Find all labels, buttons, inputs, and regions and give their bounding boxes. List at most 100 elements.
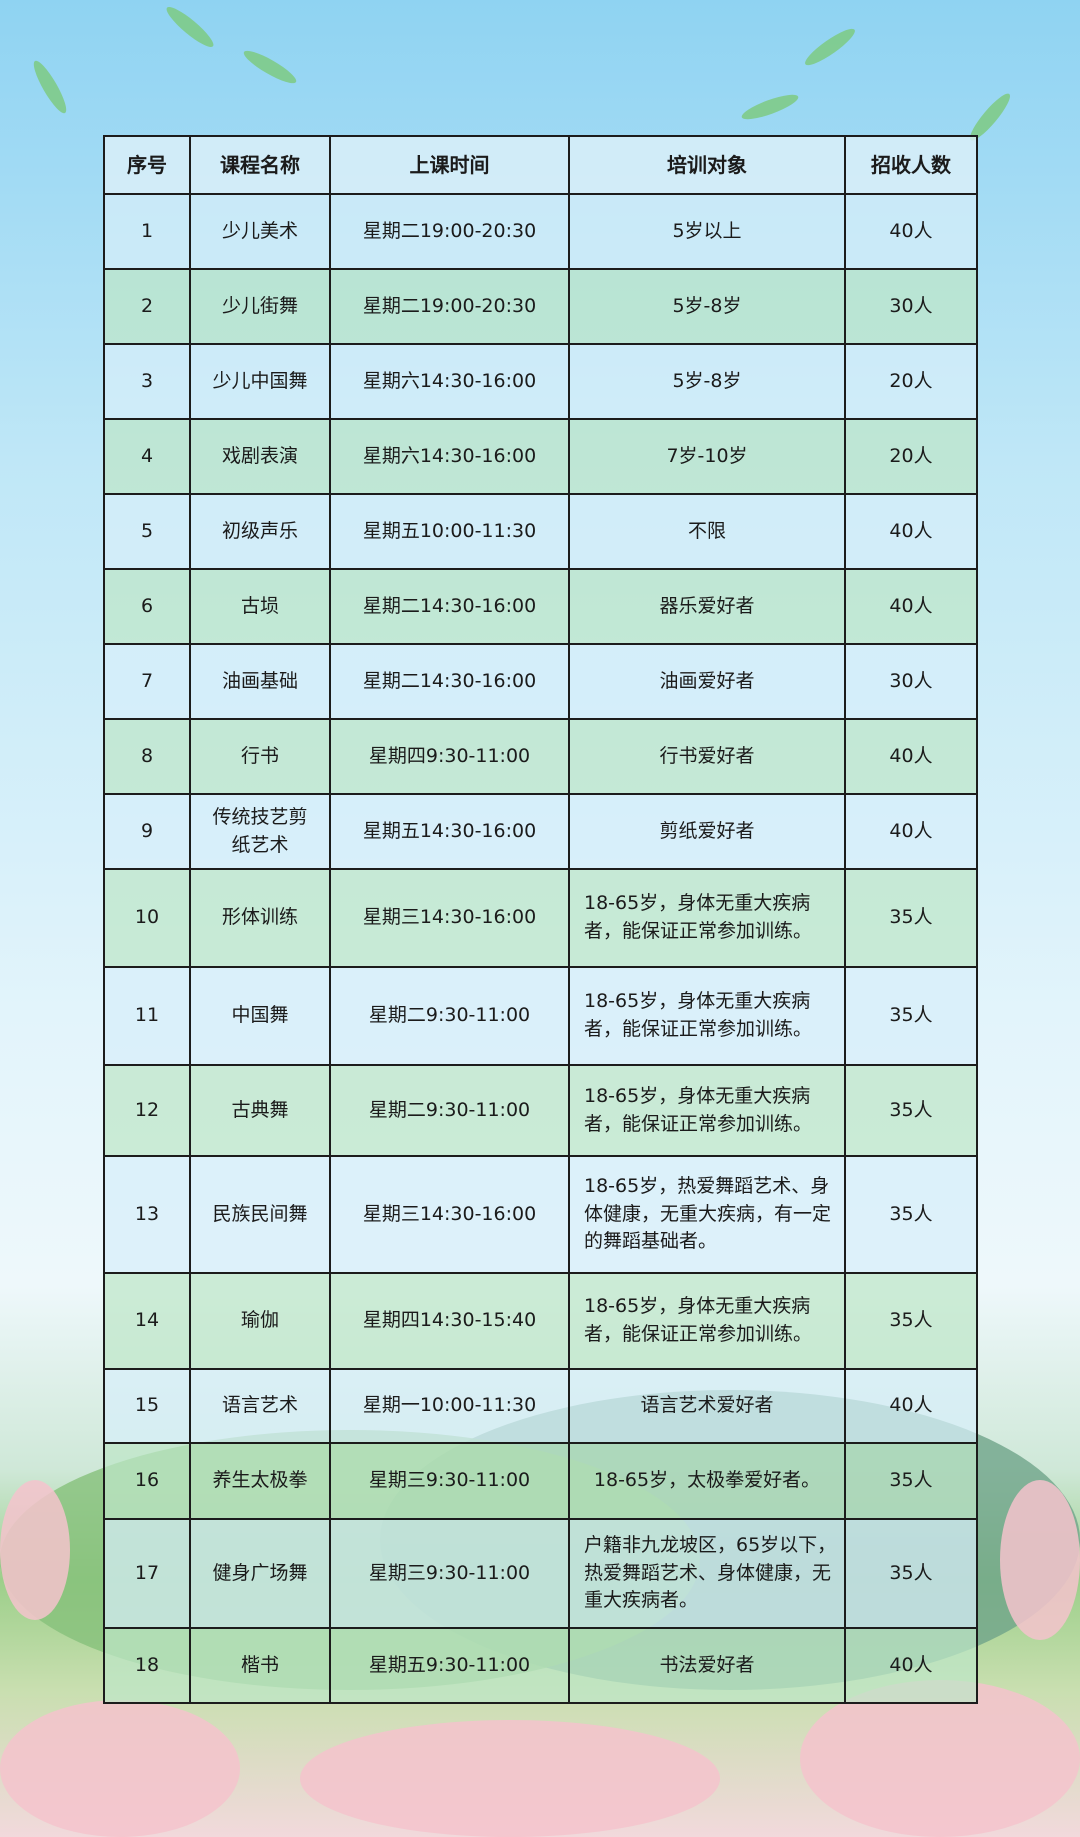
table-row: 14 瑜伽 星期四14:30-15:40 18-65岁，身体无重大疾病者，能保证正常参… (103, 1272, 978, 1370)
cell-course-name: 中国舞 (189, 966, 331, 1066)
cell-no: 2 (103, 268, 191, 345)
course-schedule-table: 序号 课程名称 上课时间 培训对象 招收人数 1 少儿美术 星期二19:00-20:… (103, 135, 978, 1704)
cell-class-time: 星期一10:00-11:30 (329, 1368, 570, 1444)
cell-course-name: 初级声乐 (189, 493, 331, 570)
table-row: 1 少儿美术 星期二19:00-20:30 5岁以上 40人 (103, 193, 978, 270)
cell-count: 35人 (844, 1442, 978, 1520)
cell-count: 40人 (844, 1627, 978, 1704)
blossom (1000, 1480, 1080, 1640)
table-row: 3 少儿中国舞 星期六14:30-16:00 5岁-8岁 20人 (103, 343, 978, 420)
cell-course-name: 瑜伽 (189, 1272, 331, 1370)
cell-course-name: 传统技艺剪纸艺术 (189, 793, 331, 870)
cell-course-name: 古埙 (189, 568, 331, 645)
cell-target: 剪纸爱好者 (568, 793, 846, 870)
cell-count: 40人 (844, 493, 978, 570)
cell-class-time: 星期五9:30-11:00 (329, 1627, 570, 1704)
table-row: 18 楷书 星期五9:30-11:00 书法爱好者 40人 (103, 1627, 978, 1704)
cell-target: 语言艺术爱好者 (568, 1368, 846, 1444)
cell-course-name: 少儿街舞 (189, 268, 331, 345)
cell-target: 18-65岁，热爱舞蹈艺术、身体健康，无重大疾病，有一定的舞蹈基础者。 (568, 1155, 846, 1274)
cell-no: 5 (103, 493, 191, 570)
cell-class-time: 星期二14:30-16:00 (329, 643, 570, 720)
table-row: 10 形体训练 星期三14:30-16:00 18-65岁，身体无重大疾病者，能保证正… (103, 868, 978, 968)
cell-no: 6 (103, 568, 191, 645)
cell-no: 16 (103, 1442, 191, 1520)
cell-target: 5岁-8岁 (568, 343, 846, 420)
cell-count: 40人 (844, 193, 978, 270)
cell-target: 5岁以上 (568, 193, 846, 270)
table-header-row: 序号 课程名称 上课时间 培训对象 招收人数 (103, 135, 978, 195)
cell-class-time: 星期五14:30-16:00 (329, 793, 570, 870)
cell-no: 17 (103, 1518, 191, 1629)
cell-target: 5岁-8岁 (568, 268, 846, 345)
cell-target: 18-65岁，身体无重大疾病者，能保证正常参加训练。 (568, 1064, 846, 1157)
willow-leaf (240, 45, 300, 89)
cell-no: 3 (103, 343, 191, 420)
table-row: 17 健身广场舞 星期三9:30-11:00 户籍非九龙坡区，65岁以下，热爱舞蹈艺术… (103, 1518, 978, 1629)
header-target: 培训对象 (568, 135, 846, 195)
cell-class-time: 星期四9:30-11:00 (329, 718, 570, 795)
cell-class-time: 星期二9:30-11:00 (329, 1064, 570, 1157)
cell-no: 10 (103, 868, 191, 968)
cell-course-name: 养生太极拳 (189, 1442, 331, 1520)
willow-leaf (801, 24, 859, 70)
cell-target: 18-65岁，太极拳爱好者。 (568, 1442, 846, 1520)
cell-course-name: 油画基础 (189, 643, 331, 720)
header-course-name: 课程名称 (189, 135, 331, 195)
cell-class-time: 星期二19:00-20:30 (329, 193, 570, 270)
cell-no: 13 (103, 1155, 191, 1274)
cell-no: 1 (103, 193, 191, 270)
header-class-time: 上课时间 (329, 135, 570, 195)
table-row: 7 油画基础 星期二14:30-16:00 油画爱好者 30人 (103, 643, 978, 720)
cell-course-name: 语言艺术 (189, 1368, 331, 1444)
header-no: 序号 (103, 135, 191, 195)
cell-no: 14 (103, 1272, 191, 1370)
cell-course-name: 形体训练 (189, 868, 331, 968)
cell-class-time: 星期二9:30-11:00 (329, 966, 570, 1066)
cell-course-name: 健身广场舞 (189, 1518, 331, 1629)
cell-course-name: 戏剧表演 (189, 418, 331, 495)
cell-target: 18-65岁，身体无重大疾病者，能保证正常参加训练。 (568, 868, 846, 968)
table-row: 16 养生太极拳 星期三9:30-11:00 18-65岁，太极拳爱好者。 35人 (103, 1442, 978, 1520)
cell-count: 30人 (844, 268, 978, 345)
cell-no: 7 (103, 643, 191, 720)
cell-no: 9 (103, 793, 191, 870)
cell-target: 不限 (568, 493, 846, 570)
table-row: 9 传统技艺剪纸艺术 星期五14:30-16:00 剪纸爱好者 40人 (103, 793, 978, 870)
cell-count: 40人 (844, 568, 978, 645)
cell-class-time: 星期二14:30-16:00 (329, 568, 570, 645)
cell-count: 40人 (844, 1368, 978, 1444)
cell-class-time: 星期三14:30-16:00 (329, 1155, 570, 1274)
table-row: 12 古典舞 星期二9:30-11:00 18-65岁，身体无重大疾病者，能保证正常参… (103, 1064, 978, 1157)
cell-count: 35人 (844, 1272, 978, 1370)
cell-class-time: 星期三14:30-16:00 (329, 868, 570, 968)
cell-course-name: 楷书 (189, 1627, 331, 1704)
table-row: 4 戏剧表演 星期六14:30-16:00 7岁-10岁 20人 (103, 418, 978, 495)
cell-class-time: 星期五10:00-11:30 (329, 493, 570, 570)
blossom (300, 1720, 720, 1837)
cell-count: 40人 (844, 793, 978, 870)
cell-target: 器乐爱好者 (568, 568, 846, 645)
header-count: 招收人数 (844, 135, 978, 195)
cell-class-time: 星期六14:30-16:00 (329, 418, 570, 495)
cell-count: 35人 (844, 1064, 978, 1157)
cell-count: 20人 (844, 343, 978, 420)
cell-course-name: 行书 (189, 718, 331, 795)
cell-no: 15 (103, 1368, 191, 1444)
cell-target: 户籍非九龙坡区，65岁以下，热爱舞蹈艺术、身体健康，无重大疾病者。 (568, 1518, 846, 1629)
cell-class-time: 星期六14:30-16:00 (329, 343, 570, 420)
table-row: 6 古埙 星期二14:30-16:00 器乐爱好者 40人 (103, 568, 978, 645)
cell-count: 20人 (844, 418, 978, 495)
table-row: 15 语言艺术 星期一10:00-11:30 语言艺术爱好者 40人 (103, 1368, 978, 1444)
cell-course-name: 少儿美术 (189, 193, 331, 270)
cell-count: 30人 (844, 643, 978, 720)
cell-target: 油画爱好者 (568, 643, 846, 720)
willow-leaf (28, 57, 72, 117)
cell-class-time: 星期二19:00-20:30 (329, 268, 570, 345)
cell-count: 40人 (844, 718, 978, 795)
cell-no: 4 (103, 418, 191, 495)
cell-count: 35人 (844, 1155, 978, 1274)
cell-no: 18 (103, 1627, 191, 1704)
blossom (800, 1680, 1080, 1837)
table-row: 11 中国舞 星期二9:30-11:00 18-65岁，身体无重大疾病者，能保证正常参… (103, 966, 978, 1066)
